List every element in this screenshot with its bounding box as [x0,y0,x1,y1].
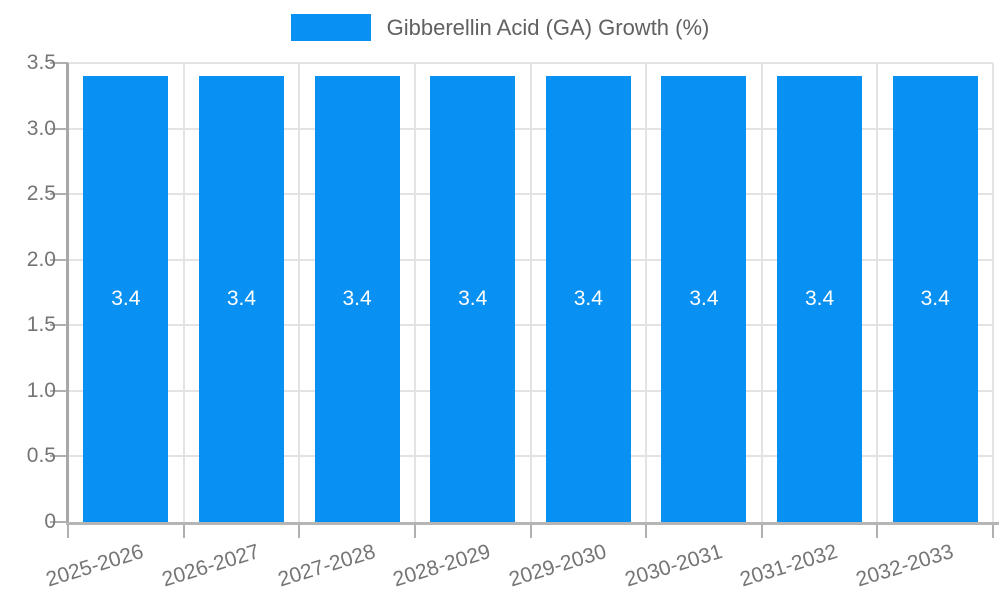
v-gridline [298,63,301,522]
x-tick-mark [645,523,648,538]
y-tick-mark [50,455,68,458]
bar: 3.4 [198,76,284,522]
y-tick-label: 2.0 [26,247,56,271]
bar: 3.4 [314,76,400,522]
bar-value-label: 3.4 [804,287,835,311]
y-tick-label: 3.5 [26,51,56,74]
x-tick-label: 2028-2029 [390,540,494,592]
bar-value-label: 3.4 [226,287,257,311]
y-tick-label: 1.5 [26,313,56,337]
bar-value-label: 3.4 [573,287,603,311]
bar: 3.4 [892,76,978,522]
bar-value-label: 3.4 [458,287,488,311]
bar: 3.4 [661,76,747,522]
x-tick-mark [413,523,416,538]
y-tick-mark [50,193,68,196]
y-tick-mark [50,258,68,261]
y-tick-label: 3.0 [26,116,56,140]
v-gridline [876,63,879,522]
bar-value-label: 3.4 [920,287,950,311]
bar: 3.4 [430,76,516,522]
y-tick-mark [50,127,68,130]
x-tick-label: 2027-2028 [275,540,378,592]
x-tick-mark [876,523,879,538]
v-gridline [182,63,185,522]
y-tick-label: 0 [44,510,56,533]
x-tick-label: 2030-2031 [621,540,725,592]
bar: 3.4 [83,76,169,522]
y-tick-mark [50,389,68,392]
y-tick-label: 2.5 [26,182,56,206]
legend: Gibberellin Acid (GA) Growth (%) [0,14,1000,41]
x-tick-label: 2031-2032 [737,540,841,592]
x-tick-label: 2026-2027 [159,540,263,592]
x-tick-mark [298,523,301,538]
x-tick-label: 2032-2033 [853,540,956,592]
y-tick-mark [50,324,68,327]
y-tick-mark [50,62,68,64]
bar-value-label: 3.4 [689,287,719,311]
legend-label: Gibberellin Acid (GA) Growth (%) [386,15,710,40]
x-tick-mark [992,523,994,538]
bar-value-label: 3.4 [111,287,141,311]
legend-swatch [290,14,371,41]
v-gridline [413,63,416,522]
y-tick-mark [50,521,68,523]
y-tick-label: 0.5 [26,444,56,468]
v-gridline [992,63,994,522]
v-gridline [529,63,532,522]
x-tick-mark [529,523,532,538]
bar-value-label: 3.4 [342,287,372,311]
x-tick-mark [760,523,763,538]
x-tick-label: 2025-2026 [43,540,147,592]
y-tick-label: 1.0 [26,378,56,402]
y-axis-line [66,63,69,522]
v-gridline [760,63,763,522]
x-axis-line [66,522,999,525]
x-tick-mark [182,523,185,538]
bar: 3.4 [545,76,631,522]
x-tick-label: 2029-2030 [506,540,610,592]
v-gridline [645,63,648,522]
x-tick-mark [67,523,69,538]
bar: 3.4 [777,76,863,522]
